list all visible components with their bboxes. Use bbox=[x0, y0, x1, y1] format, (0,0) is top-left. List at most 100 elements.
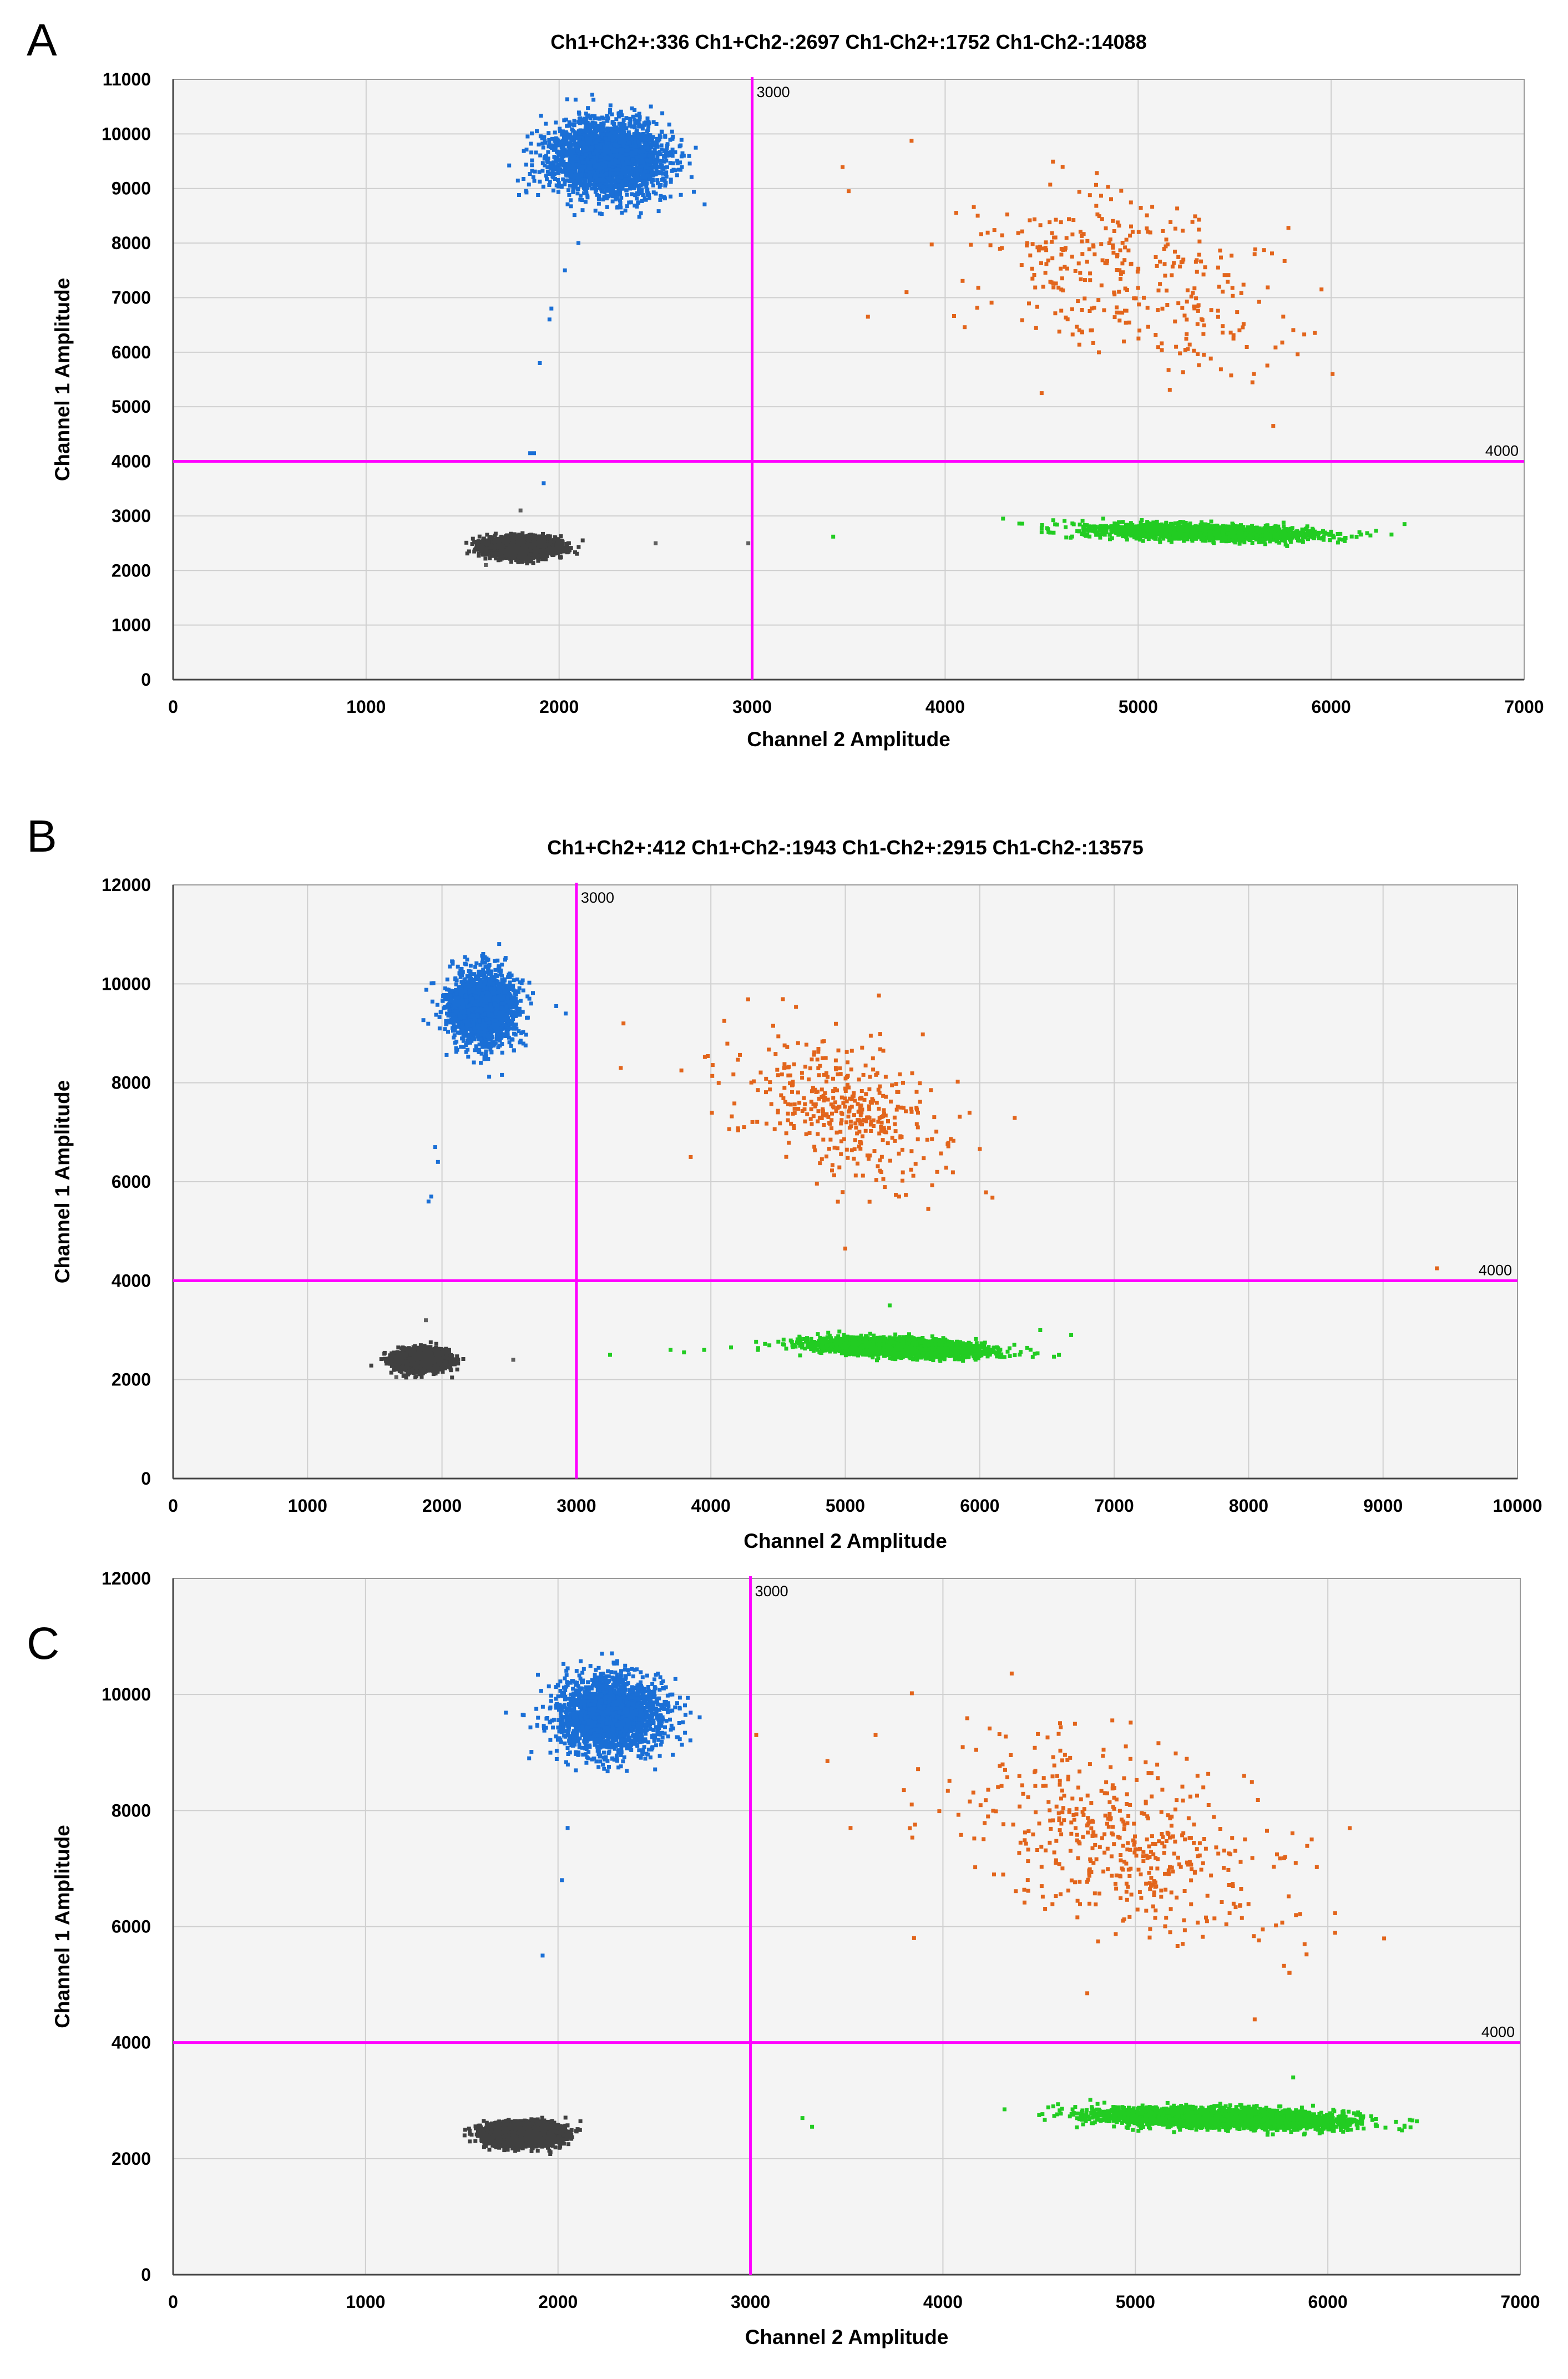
droplet-point bbox=[554, 136, 558, 140]
droplet-point bbox=[670, 148, 675, 152]
droplet-point bbox=[532, 179, 537, 183]
droplet-point bbox=[654, 160, 659, 164]
droplet-point bbox=[1177, 521, 1181, 525]
droplet-point bbox=[1171, 527, 1175, 531]
droplet-point bbox=[1331, 372, 1335, 376]
droplet-point bbox=[611, 129, 615, 133]
droplet-point bbox=[559, 140, 563, 145]
droplet-point bbox=[1180, 529, 1184, 533]
droplet-point bbox=[575, 148, 580, 153]
droplet-point bbox=[1349, 534, 1354, 539]
droplet-point bbox=[1190, 537, 1194, 541]
droplet-point bbox=[1145, 226, 1149, 231]
droplet-point bbox=[1165, 242, 1170, 247]
droplet-point bbox=[659, 194, 663, 198]
droplet-point bbox=[1317, 536, 1321, 540]
droplet-point bbox=[1138, 538, 1142, 542]
droplet-point bbox=[588, 154, 593, 159]
droplet-point bbox=[1286, 226, 1291, 230]
droplet-point bbox=[591, 154, 595, 159]
droplet-point bbox=[623, 161, 628, 165]
droplet-point bbox=[1088, 309, 1092, 313]
droplet-point bbox=[1085, 260, 1089, 264]
droplet-point bbox=[646, 173, 650, 178]
droplet-point bbox=[544, 122, 548, 126]
droplet-point bbox=[1150, 205, 1155, 209]
droplet-point bbox=[678, 160, 682, 165]
droplet-point bbox=[609, 194, 614, 198]
droplet-point bbox=[1296, 534, 1300, 538]
droplet-point bbox=[1088, 278, 1092, 282]
droplet-point bbox=[1203, 265, 1207, 270]
droplet-point bbox=[525, 134, 530, 139]
droplet-point bbox=[1226, 273, 1231, 277]
droplet-point bbox=[1313, 331, 1317, 335]
droplet-point bbox=[1182, 539, 1186, 543]
droplet-point bbox=[1282, 524, 1286, 529]
droplet-point bbox=[615, 183, 619, 188]
droplet-point bbox=[1035, 245, 1040, 250]
droplet-point bbox=[1268, 539, 1272, 544]
droplet-point bbox=[1120, 311, 1125, 315]
droplet-point bbox=[1118, 248, 1122, 252]
droplet-point bbox=[585, 184, 590, 188]
droplet-point bbox=[522, 149, 526, 153]
droplet-point bbox=[623, 139, 627, 143]
droplet-point bbox=[643, 153, 647, 158]
droplet-point bbox=[573, 154, 577, 159]
droplet-point bbox=[1156, 345, 1160, 350]
droplet-point bbox=[1124, 308, 1129, 313]
droplet-point bbox=[566, 188, 570, 193]
droplet-point bbox=[1265, 528, 1269, 533]
droplet-point bbox=[655, 140, 659, 145]
cluster-ch1-ch2- bbox=[507, 93, 707, 219]
droplet-point bbox=[1252, 252, 1257, 256]
droplet-point bbox=[590, 93, 594, 97]
droplet-point bbox=[680, 151, 685, 155]
droplet-point bbox=[1111, 243, 1115, 247]
droplet-point bbox=[1017, 522, 1021, 526]
droplet-point bbox=[547, 144, 551, 149]
droplet-point bbox=[666, 150, 671, 155]
droplet-point bbox=[1040, 523, 1044, 527]
droplet-point bbox=[580, 141, 584, 146]
droplet-point bbox=[1359, 533, 1363, 536]
droplet-point bbox=[1090, 306, 1094, 311]
droplet-point bbox=[1273, 532, 1277, 536]
droplet-point bbox=[1190, 534, 1194, 538]
droplet-point bbox=[1043, 246, 1048, 250]
droplet-point bbox=[603, 178, 607, 183]
droplet-point bbox=[661, 176, 665, 181]
droplet-point bbox=[575, 136, 580, 140]
droplet-point bbox=[1140, 518, 1144, 522]
droplet-point bbox=[1127, 320, 1131, 325]
droplet-point bbox=[565, 124, 569, 128]
droplet-point bbox=[586, 106, 590, 110]
droplet-point bbox=[1129, 200, 1133, 205]
droplet-point bbox=[687, 161, 692, 166]
droplet-point bbox=[1278, 529, 1282, 534]
droplet-point bbox=[1213, 530, 1218, 534]
droplet-point bbox=[515, 178, 520, 183]
droplet-point bbox=[1283, 543, 1288, 546]
droplet-point bbox=[1179, 527, 1183, 531]
y-tick-label: 10000 bbox=[102, 124, 151, 144]
droplet-point bbox=[570, 152, 574, 156]
droplet-point bbox=[1080, 519, 1085, 523]
droplet-point bbox=[634, 183, 638, 188]
droplet-point bbox=[571, 161, 575, 166]
droplet-point bbox=[909, 139, 914, 143]
droplet-point bbox=[586, 123, 591, 128]
droplet-point bbox=[1030, 266, 1034, 271]
droplet-point bbox=[1030, 242, 1035, 246]
droplet-point bbox=[583, 179, 587, 183]
droplet-point bbox=[1115, 305, 1119, 310]
droplet-point bbox=[529, 150, 534, 155]
droplet-point bbox=[1184, 527, 1188, 531]
droplet-point bbox=[1005, 212, 1009, 217]
droplet-point bbox=[841, 165, 845, 169]
droplet-point bbox=[1025, 241, 1029, 245]
droplet-point bbox=[595, 162, 600, 166]
droplet-point bbox=[630, 157, 635, 161]
droplet-point bbox=[643, 145, 648, 150]
